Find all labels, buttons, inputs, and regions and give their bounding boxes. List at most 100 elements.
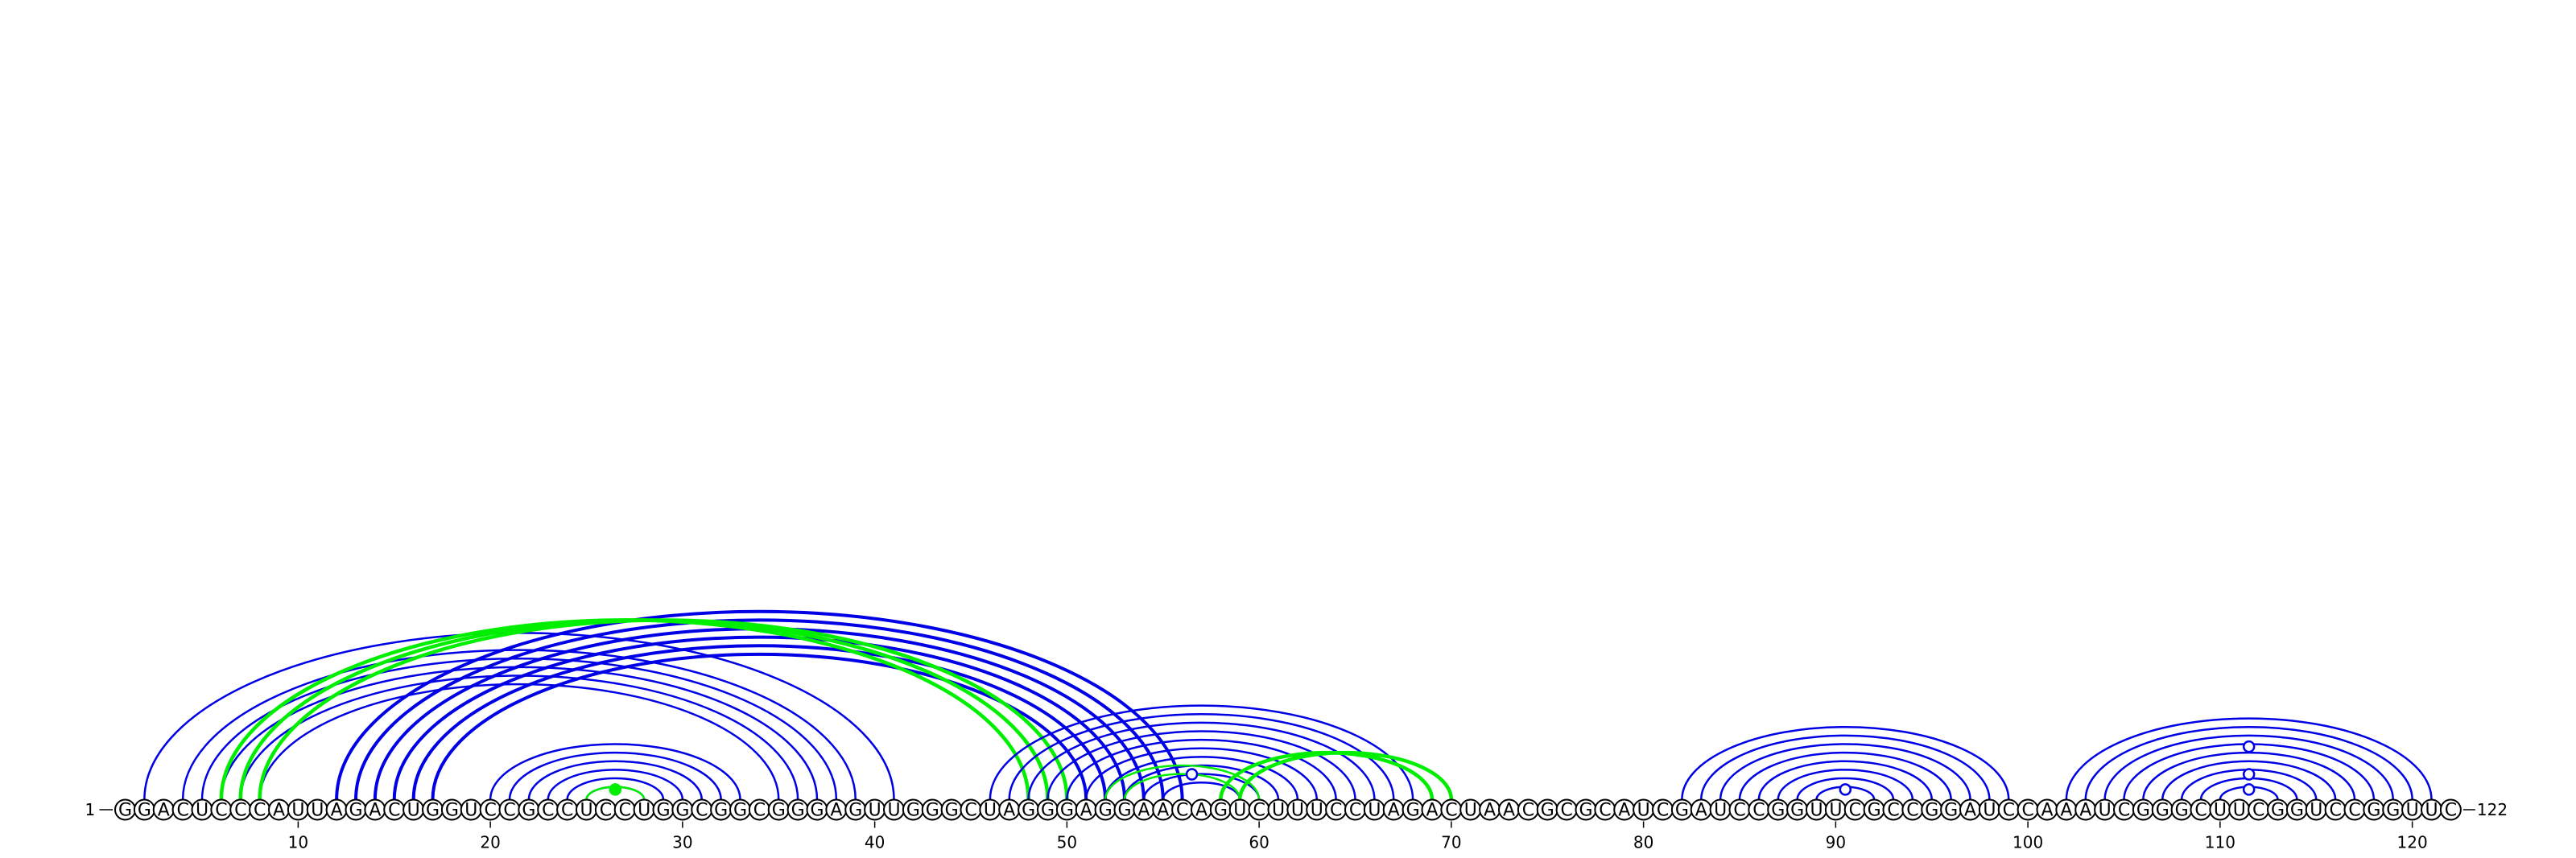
nucleotide-letter: A [273,801,285,821]
arc-blue-102-121 [2065,717,2433,800]
sequence-backbone: 1 122 [85,800,2508,819]
nucleotide-letter: G [1925,801,1938,821]
arc-blue-54-60 [1142,773,1261,800]
nucleotide-62: U [1286,798,1309,821]
nucleotide-96: G [1940,798,1963,821]
nucleotide-63: U [1306,798,1328,821]
nucleotide-102: A [2055,798,2078,821]
nucleotide-letter: C [234,801,246,821]
nucleotide-letter: U [887,801,900,821]
nucleotide-letter: G [1022,801,1035,821]
arc-blue-85-96 [1738,751,1952,800]
nucleotide-18: G [440,798,463,821]
arc-green-52-60 [1104,764,1261,800]
nucleotide-37: G [806,798,828,821]
arc-blue-84-97 [1719,743,1971,800]
nucleotide-87: G [1767,798,1790,821]
nucleotide-15: C [383,798,406,821]
nucleotide-letter: U [311,801,324,821]
nucleotide-76: C [1555,798,1578,821]
nucleotide-82: G [1670,798,1693,821]
nucleotide-109: C [2190,798,2212,821]
nucleotide-53: G [1113,798,1136,821]
nucleotide-68: G [1402,798,1424,821]
nucleotide-letter: G [2136,801,2150,821]
nucleotide-letter: U [2214,801,2227,821]
arc-blue-17-51 [431,652,1088,800]
nucleotide-55: A [1152,798,1174,821]
nucleotide-letter: C [503,801,515,821]
nucleotide-letter: G [2290,801,2304,821]
nucleotide-letter: U [869,801,881,821]
nucleotide-letter: A [158,801,170,821]
nucleotide-letter: U [1233,801,1246,821]
nucleotide-letter: C [1599,801,1611,821]
nucleotide-59: U [1228,798,1251,821]
nucleotide-91: C [1843,798,1866,821]
nucleotide-112: C [2248,798,2270,821]
nucleotide-74: C [1517,798,1539,821]
nucleotide-letter: C [600,801,612,821]
nucleotide-58: G [1209,798,1232,821]
arc-blue-22-31 [527,760,703,800]
nucleotide-97: A [1959,798,1981,821]
nucleotide-7: C [229,798,252,821]
nucleotide-95: G [1921,798,1943,821]
nucleotide-letter: U [407,801,420,821]
nucleotide-10: U [287,798,309,821]
nucleotide-letter: G [1117,801,1131,821]
arc-blue-20-33 [489,743,741,800]
nucleotide-38: A [825,798,848,821]
nucleotide-letter: C [2021,801,2033,821]
arc-blue-83-98 [1700,734,1991,800]
nucleotide-letter: A [1003,801,1015,821]
nucleotide-letter: C [2445,801,2457,821]
nucleotide-letter: U [1368,801,1381,821]
nucleotide-letter: C [964,801,976,821]
nucleotide-letter: U [2099,801,2112,821]
nucleotide-letter: G [2156,801,2169,821]
nucleotide-70: C [1440,798,1463,821]
nucleotide-letter: A [1195,801,1208,821]
nucleotide-letter: U [1810,801,1823,821]
nucleotide-75: G [1536,798,1558,821]
nucleotide-letter: U [2310,801,2322,821]
nucleotide-69: A [1421,798,1443,821]
nucleotide-letter: A [1426,801,1438,821]
tick-label-110: 110 [2205,833,2235,852]
nucleotide-letter: G [1214,801,1228,821]
nucleotide-81: C [1652,798,1674,821]
nucleotide-31: C [691,798,713,821]
nucleotide-79: A [1613,798,1636,821]
nucleotide-5: U [191,798,213,821]
nucleotide-108: G [2170,798,2193,821]
nucleotide-14: A [364,798,386,821]
nucleotide-64: C [1325,798,1348,821]
arc-blue-52-62 [1104,756,1299,800]
nucleotide-letter: A [1137,801,1150,821]
nucleotide-letter: C [2348,801,2360,821]
nucleotide-9: A [268,798,290,821]
nucleotide-letter: G [733,801,747,821]
nucleotide-letter: G [848,801,862,821]
nucleotide-letter: G [714,801,728,821]
nucleotide-8: C [249,798,271,821]
nucleotide-letter: C [561,801,573,821]
nucleotide-78: C [1594,798,1616,821]
nucleotide-19: U [460,798,482,821]
nucleotide-34: C [748,798,770,821]
nucleotide-26: C [594,798,617,821]
nucleotide-90: U [1824,798,1847,821]
arc-green-8-50 [258,618,1069,800]
arc-blue-4-39 [181,649,857,800]
three-prime-label: 122 [2477,800,2508,819]
nucleotide-3: A [152,798,175,821]
nucleotide-letter: G [426,801,440,821]
nucleotide-104: U [2094,798,2116,821]
nucleotide-letter: G [1099,801,1113,821]
nucleotide-25: U [576,798,597,821]
nucleotide-66: U [1363,798,1385,821]
nucleotide-letter: C [484,801,496,821]
nucleotide-88: G [1786,798,1809,821]
tick-label-60: 60 [1249,833,1269,852]
